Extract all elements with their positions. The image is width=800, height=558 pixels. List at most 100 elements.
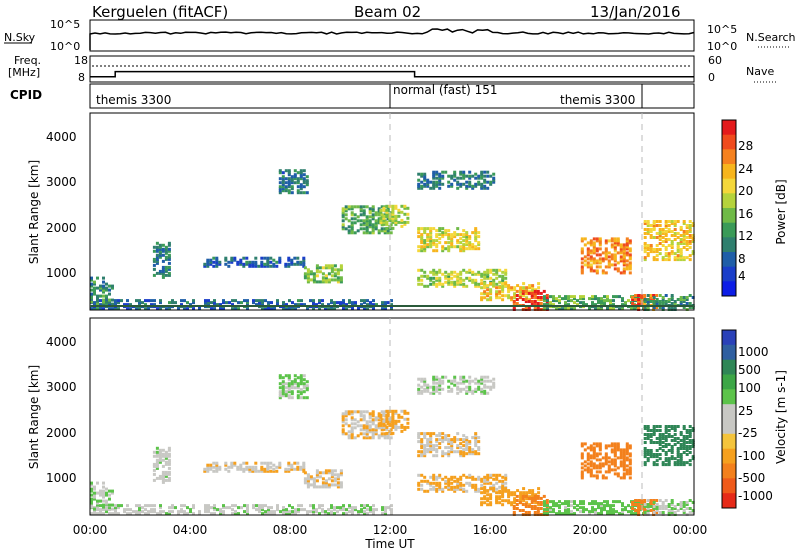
power-echo-cell xyxy=(622,245,626,249)
power-echo-cell xyxy=(691,240,695,243)
velocity-echo-cell xyxy=(369,508,372,512)
velocity-echo-cell xyxy=(267,510,270,514)
power-echo-cell xyxy=(622,271,626,275)
velocity-echo-cell xyxy=(459,452,463,456)
velocity-echo-cell xyxy=(144,504,147,508)
velocity-echo-cell xyxy=(564,500,567,504)
velocity-echo-cell xyxy=(333,506,336,510)
velocity-echo-cell xyxy=(664,445,668,448)
velocity-echo-cell xyxy=(348,510,351,514)
velocity-echo-cell xyxy=(507,495,511,499)
velocity-echo-cell xyxy=(423,389,427,393)
velocity-echo-cell xyxy=(622,456,626,460)
velocity-echo-cell xyxy=(377,422,381,426)
power-echo-cell xyxy=(215,258,219,262)
power-echo-cell xyxy=(688,224,692,227)
velocity-echo-cell xyxy=(649,503,653,506)
power-echo-cell xyxy=(589,249,593,253)
velocity-echo-cell xyxy=(356,420,360,424)
power-echo-cell xyxy=(278,185,282,189)
velocity-echo-cell xyxy=(164,472,168,476)
velocity-ytick-3000: 3000 xyxy=(46,380,77,394)
velocity-echo-cell xyxy=(459,438,463,442)
power-echo-cell xyxy=(356,215,360,219)
velocity-echo-cell xyxy=(625,450,629,454)
power-echo-cell xyxy=(667,306,671,309)
power-echo-cell xyxy=(426,184,430,188)
power-echo-cell xyxy=(209,262,213,266)
power-echo-cell xyxy=(144,299,147,303)
velocity-echo-cell xyxy=(664,507,668,510)
power-echo-cell xyxy=(432,270,436,274)
velocity-echo-cell xyxy=(397,419,401,423)
velocity-echo-cell xyxy=(105,487,108,491)
power-echo-cell xyxy=(530,296,534,299)
power-echo-cell xyxy=(423,176,427,180)
velocity-echo-cell xyxy=(483,375,487,379)
velocity-cbar-segment xyxy=(722,404,736,420)
power-echo-cell xyxy=(661,256,665,260)
power-echo-cell xyxy=(215,260,219,264)
velocity-echo-cell xyxy=(468,473,472,477)
power-echo-cell xyxy=(290,179,294,183)
velocity-echo-cell xyxy=(489,495,493,499)
velocity-echo-cell xyxy=(625,458,629,462)
velocity-echo-cell xyxy=(492,489,496,493)
power-echo-cell xyxy=(459,170,463,174)
velocity-echo-cell xyxy=(474,440,478,444)
power-echo-cell xyxy=(655,306,659,309)
power-echo-cell xyxy=(661,230,665,233)
velocity-echo-cell xyxy=(306,477,310,481)
power-echo-cell xyxy=(368,221,372,225)
power-echo-cell xyxy=(646,294,650,297)
velocity-echo-cell xyxy=(598,466,602,470)
velocity-echo-cell xyxy=(643,451,647,454)
power-echo-cell xyxy=(353,231,357,235)
velocity-echo-cell xyxy=(386,422,390,426)
power-echo-cell xyxy=(99,307,102,311)
power-echo-cell xyxy=(643,296,647,299)
power-echo-cell xyxy=(339,301,342,305)
velocity-echo-cell xyxy=(426,389,430,393)
velocity-echo-cell xyxy=(661,449,665,452)
power-echo-cell xyxy=(685,236,689,239)
velocity-echo-cell xyxy=(155,460,159,464)
power-echo-cell xyxy=(93,280,96,284)
power-echo-cell xyxy=(447,233,451,237)
velocity-echo-cell xyxy=(388,421,392,425)
power-echo-cell xyxy=(589,269,593,273)
power-echo-cell xyxy=(270,307,273,311)
velocity-echo-cell xyxy=(531,495,535,499)
velocity-echo-cell xyxy=(664,453,668,456)
velocity-echo-cell xyxy=(555,512,558,516)
power-echo-cell xyxy=(155,253,159,257)
velocity-echo-cell xyxy=(539,503,543,506)
velocity-echo-cell xyxy=(498,473,502,477)
velocity-echo-cell xyxy=(371,432,375,436)
velocity-echo-cell xyxy=(474,477,478,481)
power-echo-cell xyxy=(676,232,680,235)
velocity-echo-cell xyxy=(558,504,561,508)
velocity-echo-cell xyxy=(453,485,457,489)
velocity-echo-cell xyxy=(299,392,303,396)
velocity-echo-cell xyxy=(432,454,436,458)
power-echo-cell xyxy=(257,264,261,268)
power-echo-cell xyxy=(456,233,460,237)
velocity-echo-cell xyxy=(365,410,369,414)
power-echo-cell xyxy=(231,299,234,303)
velocity-echo-cell xyxy=(691,511,695,514)
power-echo-cell xyxy=(429,233,433,237)
power-echo-cell xyxy=(600,303,603,307)
velocity-echo-cell xyxy=(688,511,692,514)
power-echo-cell xyxy=(486,288,490,292)
velocity-echo-cell xyxy=(102,495,105,499)
velocity-echo-cell xyxy=(682,443,686,446)
velocity-echo-cell xyxy=(198,512,201,516)
velocity-echo-cell xyxy=(589,448,593,452)
velocity-echo-cell xyxy=(114,506,117,510)
velocity-echo-cell xyxy=(258,510,261,514)
velocity-echo-cell xyxy=(604,456,608,460)
power-echo-cell xyxy=(468,278,472,282)
power-echo-cell xyxy=(471,280,475,284)
power-echo-cell xyxy=(105,282,108,286)
